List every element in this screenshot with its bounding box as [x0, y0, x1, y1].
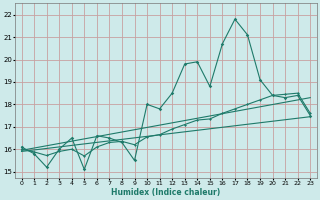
X-axis label: Humidex (Indice chaleur): Humidex (Indice chaleur): [111, 188, 220, 197]
